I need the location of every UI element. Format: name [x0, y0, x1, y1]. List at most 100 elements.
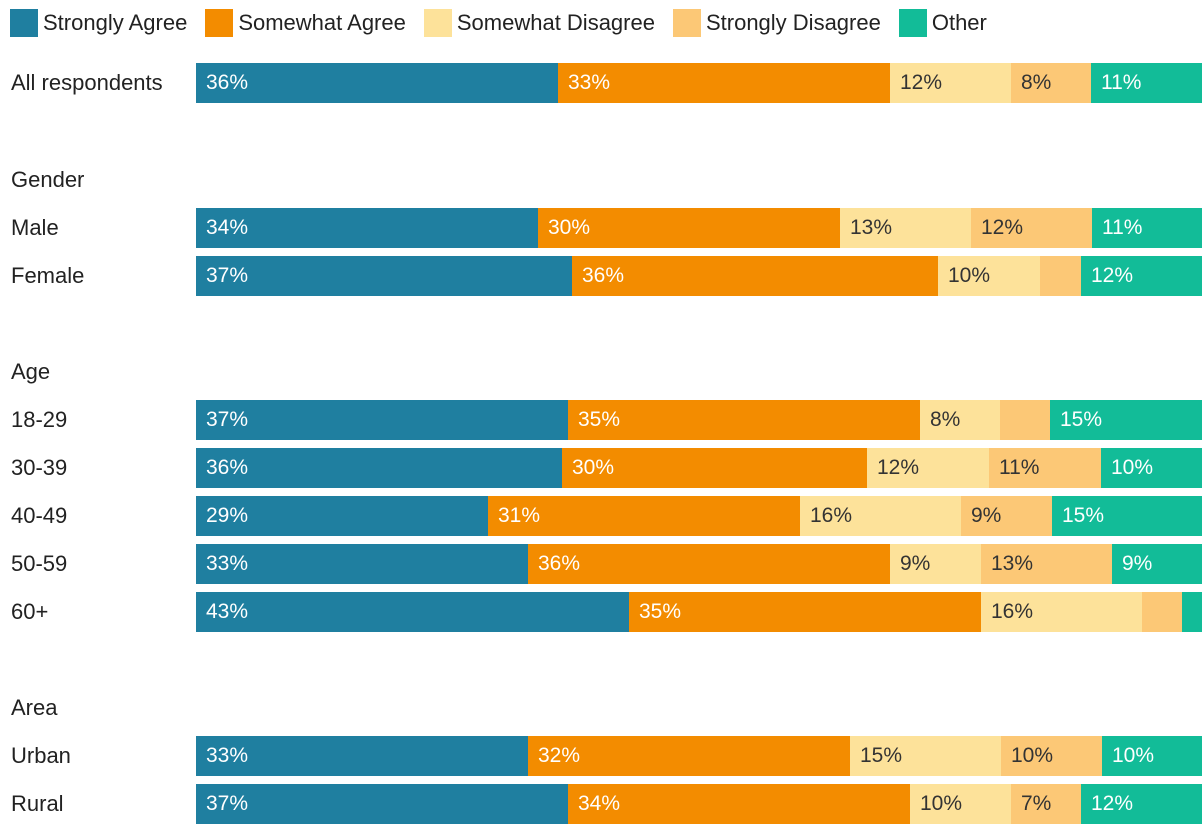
bar-segment: 33%: [196, 544, 528, 584]
stacked-bar: 33% 32% 15% 10% 10%: [196, 736, 1202, 776]
row-label: Female: [11, 263, 85, 288]
data-label: 8%: [1021, 71, 1052, 94]
group-label: Age: [11, 359, 51, 384]
data-label: 10%: [1011, 744, 1054, 767]
legend-swatch: [672, 9, 701, 37]
bar-segment: 36%: [196, 448, 562, 488]
group-label: Area: [11, 695, 58, 720]
bar-segment: [1182, 592, 1202, 632]
bar-segment: 32%: [528, 736, 850, 776]
legend-label: Somewhat Agree: [238, 10, 406, 35]
data-label: 15%: [1060, 408, 1103, 431]
data-label: 37%: [206, 408, 249, 431]
row-label: 40-49: [11, 503, 68, 528]
bar-segment: 34%: [568, 784, 910, 824]
stacked-bar: 34% 30% 13% 12% 11%: [196, 208, 1202, 248]
chart-legend: Strongly Agree Somewhat Agree Somewhat Dis…: [10, 9, 1005, 37]
stacked-bar: 43% 35% 16%: [196, 592, 1202, 632]
data-label: 34%: [578, 792, 621, 815]
data-label: 29%: [206, 504, 249, 527]
bar-segment: [1000, 400, 1050, 440]
data-label: 34%: [206, 216, 249, 239]
data-label: 15%: [1062, 504, 1105, 527]
bar-segment: 7%: [1011, 784, 1081, 824]
legend-label: Strongly Agree: [43, 10, 188, 35]
bar-segment: 36%: [528, 544, 890, 584]
bar-segment: 31%: [488, 496, 800, 536]
bar-segment: 37%: [196, 400, 568, 440]
bar-segment: 15%: [1052, 496, 1202, 536]
bar-segment: 12%: [1081, 256, 1202, 296]
bar-segment: 36%: [196, 63, 558, 103]
bar-segment: [1142, 592, 1182, 632]
legend-item-3: Strongly Disagree: [672, 9, 881, 37]
legend-swatch: [423, 9, 452, 37]
data-label: 10%: [948, 264, 991, 287]
data-label: 11%: [999, 456, 1040, 479]
stacked-bar: 33% 36% 9% 13% 9%: [196, 544, 1202, 584]
stacked-bar: 37% 36% 10% 12%: [196, 256, 1202, 296]
legend-swatch: [10, 9, 38, 37]
bar-segment: 12%: [867, 448, 989, 488]
bar-segment: 33%: [196, 736, 528, 776]
row-label: 50-59: [11, 551, 68, 576]
bar-segment: 11%: [989, 448, 1101, 488]
row-label: Urban: [11, 743, 71, 768]
stacked-bar: 29% 31% 16% 9% 15%: [196, 496, 1202, 536]
data-label: 36%: [582, 264, 625, 287]
bar-segment: 11%: [1091, 63, 1202, 103]
data-label: 32%: [538, 744, 581, 767]
bar-segment: 9%: [890, 544, 981, 584]
data-label: 36%: [206, 456, 249, 479]
legend-label: Other: [931, 10, 987, 35]
data-label: 35%: [639, 600, 682, 623]
bar-segment: 16%: [981, 592, 1142, 632]
bar-segment: 12%: [890, 63, 1011, 103]
bar-segment: 9%: [1112, 544, 1202, 584]
bar-segment: 29%: [196, 496, 488, 536]
bar-segment: 10%: [1102, 736, 1202, 776]
bar-segment: 37%: [196, 784, 568, 824]
data-label: 11%: [1101, 71, 1142, 94]
data-label: 35%: [578, 408, 621, 431]
bar-segment: 16%: [800, 496, 961, 536]
bar-segment: 15%: [1050, 400, 1202, 440]
data-label: 11%: [1102, 216, 1143, 239]
stacked-bar: 37% 35% 8% 15%: [196, 400, 1202, 440]
data-label: 10%: [1112, 744, 1155, 767]
data-label: 12%: [1091, 264, 1134, 287]
bar-segment: 36%: [572, 256, 938, 296]
data-label: 7%: [1021, 792, 1052, 815]
data-label: 30%: [572, 456, 615, 479]
data-label: 30%: [548, 216, 591, 239]
bar-segment: 30%: [538, 208, 840, 248]
data-label: 33%: [568, 71, 611, 94]
bar-segment: 13%: [981, 544, 1112, 584]
row-label: All respondents: [11, 70, 163, 95]
bar-segment: 15%: [850, 736, 1001, 776]
bar-segment: 10%: [1001, 736, 1102, 776]
legend-item-1: Somewhat Agree: [205, 9, 406, 37]
row-label: 18-29: [11, 407, 68, 432]
row-label: Rural: [11, 791, 64, 816]
data-label: 8%: [930, 408, 961, 431]
bar-segment: 13%: [840, 208, 971, 248]
stacked-bar: 36% 30% 12% 11% 10%: [196, 448, 1202, 488]
bar-segment: 8%: [920, 400, 1000, 440]
bar-segment: 12%: [971, 208, 1092, 248]
data-label: 36%: [538, 552, 581, 575]
data-label: 10%: [920, 792, 963, 815]
data-label: 9%: [900, 552, 931, 575]
data-label: 13%: [850, 216, 893, 239]
row-label: 30-39: [11, 455, 68, 480]
stacked-bar: 36% 33% 12% 8% 11%: [196, 63, 1202, 103]
row-label: Male: [11, 215, 59, 240]
bar-segment: 43%: [196, 592, 629, 632]
data-label: 36%: [206, 71, 249, 94]
data-label: 12%: [981, 216, 1024, 239]
bar-segment: 35%: [568, 400, 920, 440]
data-label: 9%: [971, 504, 1002, 527]
group-label: Gender: [11, 167, 85, 192]
data-label: 33%: [206, 744, 249, 767]
bar-segment: 8%: [1011, 63, 1091, 103]
